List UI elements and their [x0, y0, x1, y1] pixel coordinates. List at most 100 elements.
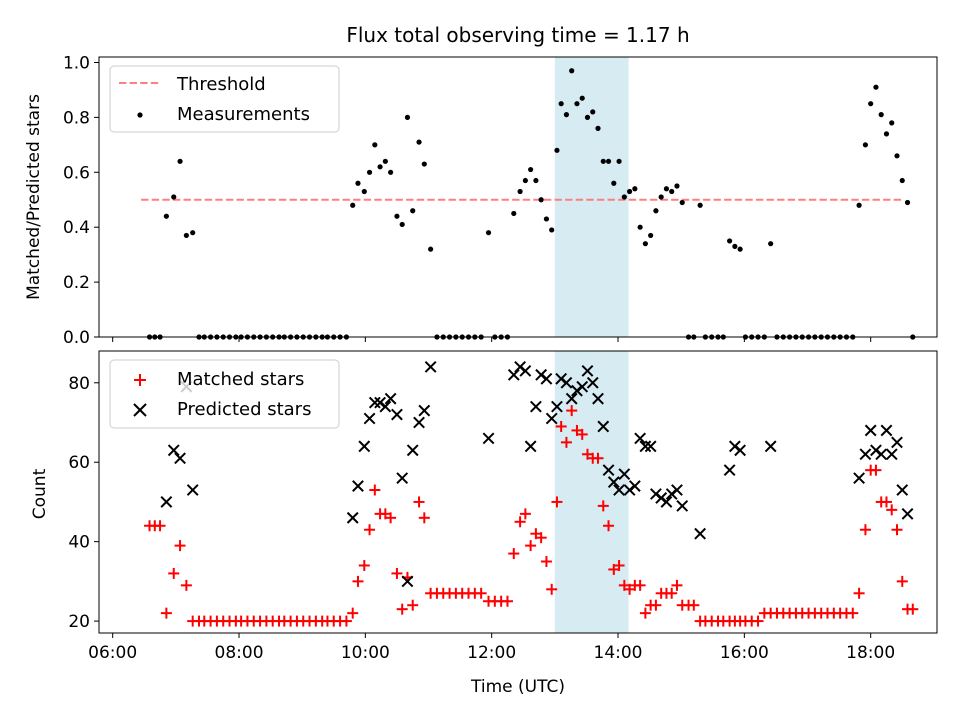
top-legend-box	[109, 65, 340, 133]
measurement-point	[600, 158, 606, 164]
bottom-axes-frame	[98, 350, 938, 634]
predicted-star-point	[734, 444, 747, 457]
measurement-point	[404, 114, 411, 120]
measurement-point	[355, 180, 361, 186]
bottom-x-ticks: 06:00 08:00 10:00 12:00 14:00 16:00 18:00	[88, 633, 895, 663]
matched-star-point	[407, 599, 419, 611]
predicted-star-point	[875, 448, 888, 461]
top-y-ticks: 0.0 0.2 0.4 0.6 0.8 1.0	[63, 53, 99, 348]
measurement-point	[878, 112, 884, 118]
predicted-star-point	[576, 380, 589, 393]
measurement-point	[563, 112, 570, 118]
measurement-point	[350, 202, 356, 208]
matched-star-point	[413, 496, 425, 508]
measurement-point	[574, 101, 580, 107]
matched-star-point	[688, 599, 700, 611]
predicted-star-point	[764, 440, 777, 453]
predicted-star-point	[363, 412, 376, 425]
measurement-point	[669, 188, 675, 195]
predicted-star-point	[597, 420, 610, 433]
matched-star-point	[555, 420, 567, 432]
matched-star-point	[369, 484, 381, 496]
matched-star-point	[847, 607, 859, 619]
measurement-point	[899, 177, 905, 184]
matched-star-point	[634, 579, 646, 591]
matched-star-point	[870, 464, 882, 476]
matched-star-point	[566, 405, 578, 417]
predicted-star-point	[346, 511, 359, 524]
measurement-point	[768, 241, 774, 247]
matched-star-point	[385, 512, 397, 524]
predicted-star-point	[540, 372, 553, 385]
matched-star-point	[907, 603, 919, 615]
matched-star-point	[514, 516, 526, 528]
predicted-star-point	[529, 400, 542, 413]
measurement-point	[190, 230, 196, 236]
predicted-star-point	[864, 424, 877, 437]
predicted-star-point	[391, 408, 403, 421]
measurement-point	[883, 131, 890, 137]
matched-star-point	[560, 436, 572, 448]
measurement-point	[679, 199, 685, 206]
matched-star-point	[546, 583, 558, 595]
predicted-star-point	[586, 376, 599, 389]
matched-star-point	[752, 615, 764, 627]
matched-star-point	[540, 556, 552, 568]
measurement-point	[674, 183, 680, 189]
measurement-point	[904, 199, 911, 206]
matched-star-point	[352, 575, 364, 587]
predicted-star-point	[424, 360, 437, 373]
predicted-star-point	[384, 392, 397, 405]
top-y-tick-label: 0.4	[63, 218, 90, 238]
predicted-star-point	[859, 448, 872, 461]
measurement-point	[382, 158, 388, 164]
measurement-point	[428, 246, 434, 252]
legend-predicted-label: Predicted stars	[177, 399, 311, 420]
chart-title: Flux total observing time = 1.17 h	[346, 23, 689, 47]
predicted-star-point	[592, 392, 604, 405]
predicted-star-point	[401, 575, 414, 588]
matched-star-point	[597, 500, 609, 512]
predicted-star-point	[379, 400, 392, 413]
matched-star-point	[168, 567, 180, 579]
measurement-point	[554, 147, 560, 153]
measurement-point	[579, 95, 585, 101]
matched-star-point	[418, 512, 430, 524]
measurement-point	[632, 186, 638, 192]
measurement-point	[590, 109, 596, 115]
measurement-point	[663, 186, 670, 192]
measurement-point	[394, 213, 400, 219]
predicted-star-point	[694, 527, 707, 540]
predicted-star-point	[618, 468, 631, 481]
top-y-tick-label: 0.0	[63, 328, 90, 348]
measurement-point	[171, 194, 177, 200]
matched-star-point	[340, 615, 352, 627]
top-y-tick-label: 0.2	[63, 273, 90, 293]
predicted-star-point	[565, 392, 578, 405]
top-panel: 0.0 0.2 0.4 0.6 0.8 1.0 Flux total observing …	[24, 23, 938, 348]
matched-star-point	[896, 575, 908, 587]
top-y-tick-label: 1.0	[63, 53, 90, 73]
predicted-star-point	[853, 472, 866, 485]
matched-star-point	[525, 540, 537, 552]
measurement-point	[485, 230, 492, 236]
matched-star-point	[880, 496, 892, 508]
measurement-point	[856, 202, 862, 208]
matched-stars-points	[144, 405, 919, 627]
matched-star-point	[501, 595, 513, 607]
predicted-star-point	[482, 432, 495, 445]
matched-star-point	[154, 520, 166, 532]
matched-star-point	[853, 587, 865, 599]
predicted-star-point	[723, 464, 736, 477]
matched-star-point	[347, 607, 359, 619]
predicted-star-point	[676, 499, 689, 512]
matched-star-point	[391, 567, 403, 579]
legend-predicted-swatch	[133, 403, 147, 417]
measurement-point	[528, 166, 534, 173]
measurement-point	[377, 164, 383, 170]
measurement-point	[697, 202, 703, 208]
matched-star-point	[671, 579, 683, 591]
measurement-point	[177, 158, 183, 164]
measurement-point	[388, 169, 394, 175]
predicted-star-point	[352, 480, 364, 492]
